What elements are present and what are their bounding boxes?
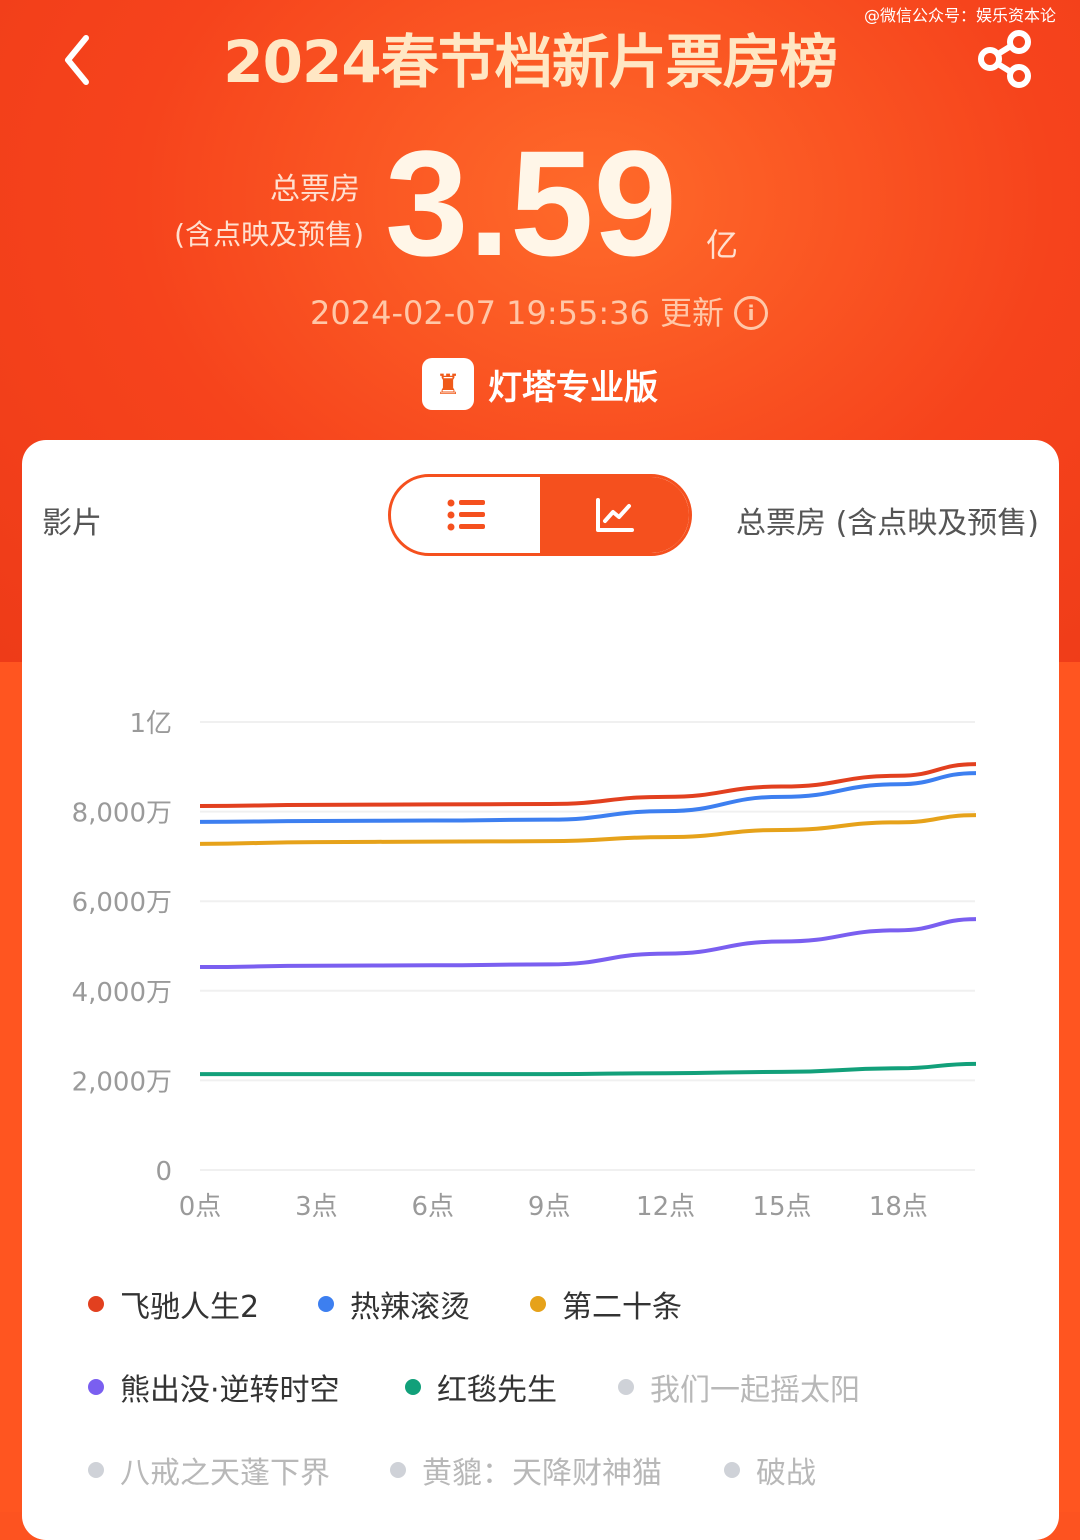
share-icon[interactable] [975,28,1035,88]
legend-item[interactable]: 红毯先生 [405,1365,557,1409]
lighthouse-logo-icon: ♜ [422,358,474,410]
brand-name: 灯塔专业版 [488,367,658,408]
total-unit: 亿 [706,226,739,264]
x-tick-label: 9点 [528,1192,571,1222]
y-tick-label: 1亿 [129,709,172,739]
y-tick-label: 8,000万 [72,799,172,829]
legend-label: 热辣滚烫 [350,1290,470,1325]
legend-item[interactable]: 破战 [724,1448,816,1492]
x-tick-label: 15点 [752,1192,811,1222]
x-tick-label: 0点 [179,1192,222,1222]
list-view-button[interactable] [391,477,540,553]
x-tick-label: 12点 [636,1192,695,1222]
x-tick-label: 6点 [412,1192,455,1222]
y-tick-label: 0 [155,1157,172,1187]
legend-item[interactable]: 第二十条 [530,1282,682,1326]
series-line [199,917,977,970]
series-line [199,1061,977,1077]
series-line [199,813,977,846]
legend-dot-icon [405,1379,421,1395]
list-icon [447,499,485,531]
legend-label: 红毯先生 [437,1373,557,1408]
total-label: 总票房 [270,172,360,207]
legend-dot-icon [390,1462,406,1478]
page-title: 2024春节档新片票房榜 [223,28,837,96]
line-chart-icon [595,498,634,532]
legend-label: 第二十条 [562,1290,682,1325]
y-tick-label: 4,000万 [72,978,172,1008]
y-tick-label: 6,000万 [72,888,172,918]
legend-item[interactable]: 黄貔：天降财神猫 [390,1448,662,1492]
legend-label: 破战 [756,1456,816,1491]
legend-item[interactable]: 飞驰人生2 [88,1282,259,1326]
legend-label: 飞驰人生2 [120,1290,260,1325]
legend-item[interactable]: 熊出没·逆转时空 [88,1365,340,1409]
legend-label: 熊出没·逆转时空 [120,1373,340,1408]
legend-item[interactable]: 热辣滚烫 [318,1282,470,1326]
movie-column-header: 影片 [42,506,102,541]
series-line [199,771,977,824]
legend-label: 我们一起摇太阳 [650,1373,860,1408]
legend-label: 八戒之天蓬下界 [120,1456,330,1491]
line-chart: 0 2,000万 4,000万 6,000万 8,000万 1亿 0点 3点 6点 9点 12点 15… [72,709,977,1222]
total-value: 3.59 [385,119,677,287]
legend-label: 黄貔：天降财神猫 [422,1456,662,1491]
brand[interactable]: ♜ 灯塔专业版 [422,358,658,410]
legend-dot-icon [724,1462,740,1478]
series-line [199,762,977,808]
total-sublabel: (含点映及预售) [174,218,364,251]
legend-dot-icon [88,1379,104,1395]
watermark: @微信公众号：娱乐资本论 [863,6,1056,25]
back-icon[interactable] [58,30,98,90]
legend-dot-icon [88,1462,104,1478]
legend-dot-icon [618,1379,634,1395]
chart-view-button[interactable] [540,477,689,553]
legend-dot-icon [530,1296,546,1312]
legend-dot-icon [88,1296,104,1312]
update-time: 2024-02-07 19:55:36 更新 i [310,294,769,332]
info-icon[interactable]: i [734,296,769,330]
x-tick-label: 3点 [295,1192,338,1222]
total-column-header: 总票房 (含点映及预售) [736,506,1039,541]
update-text: 2024-02-07 19:55:36 更新 [310,294,725,332]
view-toggle[interactable] [388,474,692,556]
x-tick-label: 18点 [869,1192,928,1222]
y-tick-label: 2,000万 [72,1067,172,1097]
legend-item[interactable]: 我们一起摇太阳 [618,1365,860,1409]
legend-dot-icon [318,1296,334,1312]
legend-item[interactable]: 八戒之天蓬下界 [88,1448,330,1492]
